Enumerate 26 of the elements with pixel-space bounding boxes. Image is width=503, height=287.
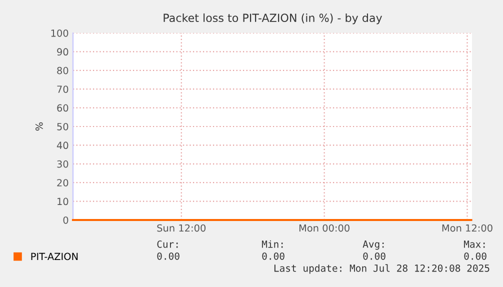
x-tick-label: Sun 12:00: [157, 224, 206, 232]
y-tick-label: 10: [58, 198, 68, 206]
y-tick-label: 20: [57, 179, 68, 186]
text: Max:: [464, 240, 485, 248]
text: 0.00: [262, 252, 284, 260]
text: Last update: Mon Jul 28 12:20:08 2025: [274, 264, 490, 274]
y-tick-label: 50: [57, 122, 68, 130]
text: Cur:: [157, 240, 178, 248]
legend-label: PIT-AZION: [31, 252, 78, 260]
y-tick-label: 100: [51, 29, 68, 37]
x-tick-label: Mon 12:00: [442, 224, 492, 232]
text: 0.00: [157, 252, 180, 260]
x-tick-label: Mon 00:00: [299, 224, 350, 232]
y-axis-title: %: [35, 122, 43, 131]
y-tick-label: 90: [57, 48, 68, 56]
y-tick-label: 40: [56, 142, 68, 150]
text: Min:: [262, 240, 283, 248]
text: Avg:: [362, 240, 384, 250]
chart-title: Packet loss to PIT-AZION (in %) - by day: [164, 13, 382, 24]
text: 0.00: [363, 252, 386, 260]
text: 0.00: [464, 252, 486, 260]
y-tick-label: 80: [57, 66, 68, 74]
y-tick-label: 60: [57, 104, 68, 112]
y-tick-label: 0: [63, 216, 68, 224]
y-tick-label: 30: [57, 160, 68, 168]
y-tick-label: 70: [57, 86, 68, 93]
